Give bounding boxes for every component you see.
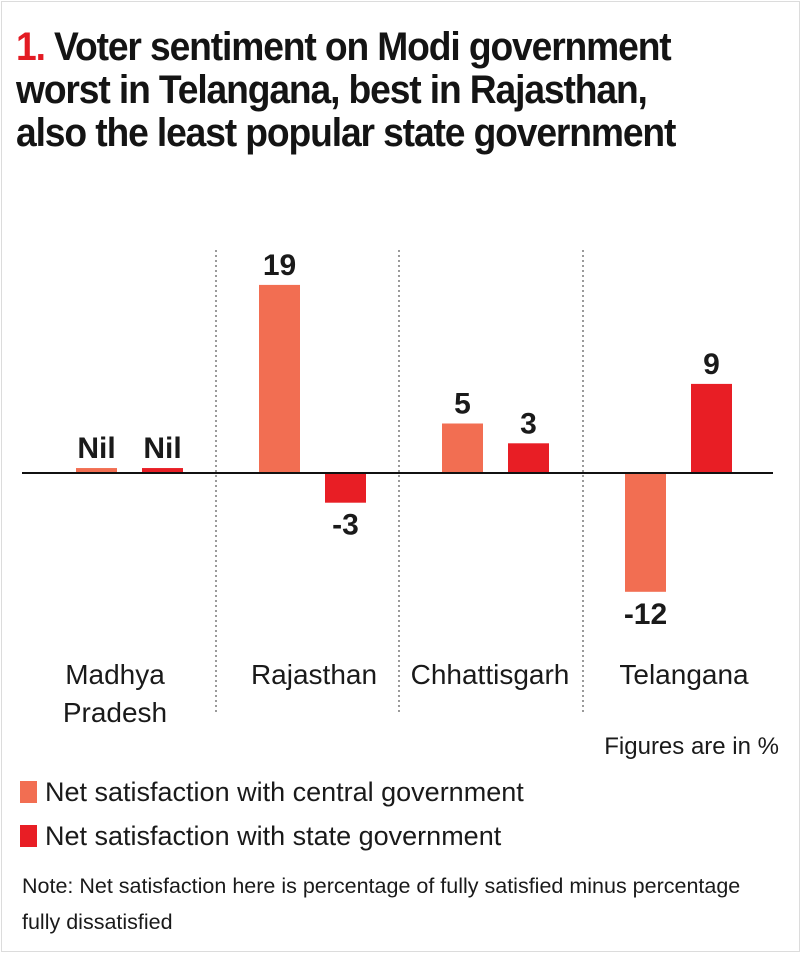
legend-item-central: Net satisfaction with central government xyxy=(20,770,524,814)
bar-chart: Nil 19 5 -12 Nil -3 3 9 Madhya Pradesh Rajasthan Ch… xyxy=(22,249,773,725)
bar-state xyxy=(142,468,183,473)
legend: Net satisfaction with central government… xyxy=(20,770,524,858)
category-label: Pradesh xyxy=(63,697,167,725)
bar-state xyxy=(691,383,732,473)
bar-state xyxy=(325,473,366,503)
bar-central xyxy=(625,473,666,592)
bar-value-label: Nil xyxy=(143,432,181,465)
legend-swatch-state xyxy=(20,825,37,847)
title-text: Voter sentiment on Modi government worst… xyxy=(16,25,676,155)
legend-label-state: Net satisfaction with state government xyxy=(45,820,502,851)
legend-label-central: Net satisfaction with central government xyxy=(45,776,524,807)
category-label: Telangana xyxy=(619,659,749,690)
bar-central xyxy=(442,423,483,473)
legend-swatch-central xyxy=(20,781,37,803)
units-note: Figures are in % xyxy=(604,733,779,760)
bar-value-label: -12 xyxy=(624,598,667,631)
bar-state xyxy=(508,443,549,473)
bar-value-label: Nil xyxy=(77,432,115,465)
bar-value-label: -3 xyxy=(332,509,359,542)
bar-value-label: 9 xyxy=(703,348,720,381)
title-number: 1. xyxy=(16,25,46,69)
category-label: Madhya xyxy=(65,659,165,690)
bar-value-label: 3 xyxy=(520,407,537,440)
bar-central xyxy=(259,284,300,473)
legend-item-state: Net satisfaction with state government xyxy=(20,814,524,858)
chart-title: 1. Voter sentiment on Modi government wo… xyxy=(16,26,723,155)
bar-central xyxy=(76,468,117,473)
footnote: Note: Net satisfaction here is percentag… xyxy=(22,874,741,934)
category-label: Chhattisgarh xyxy=(411,659,570,690)
category-label: Rajasthan xyxy=(251,659,377,690)
bar-value-label: 19 xyxy=(263,249,296,282)
bar-value-label: 5 xyxy=(454,388,471,421)
